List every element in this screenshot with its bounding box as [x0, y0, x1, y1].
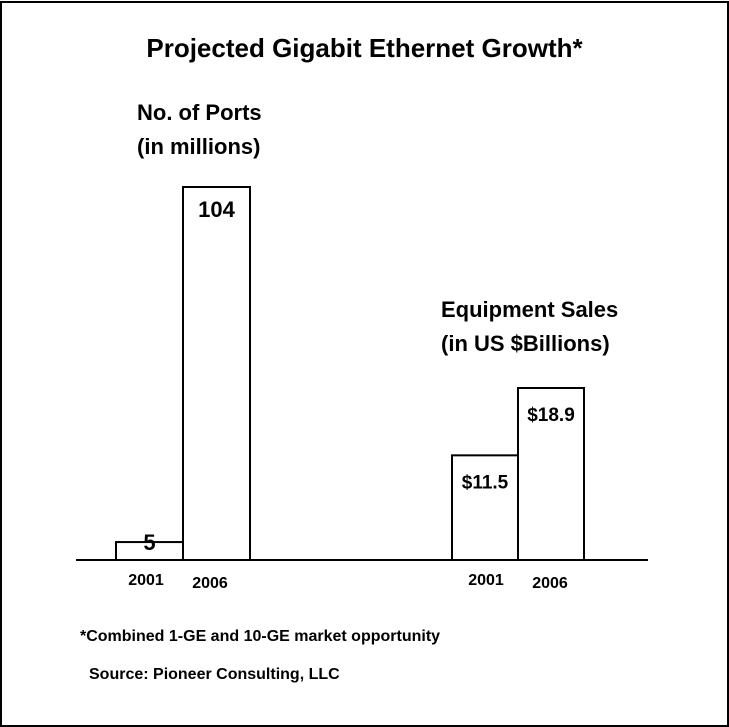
sales-group-label: Equipment Sales (in US $Billions)	[441, 293, 618, 361]
sales-value-label-2001: $11.5	[462, 472, 509, 493]
labels-layer: 5 2001 104 2006 $11.5 2001 $18.9 2006	[128, 197, 575, 592]
ports-bar-2006	[182, 186, 251, 561]
ports-label-line-2: (in millions)	[137, 134, 261, 159]
ports-group-label: No. of Ports (in millions)	[137, 96, 262, 164]
ports-label-line-1: No. of Ports	[137, 100, 262, 125]
sales-label-line-1: Equipment Sales	[441, 297, 619, 322]
footnote: *Combined 1-GE and 10-GE market opportun…	[80, 628, 441, 645]
sales-bar-2006	[517, 387, 585, 561]
ports-category-label-2001: 2001	[128, 572, 164, 589]
sales-label-line-2: (in US $Billions)	[441, 331, 610, 356]
sales-category-label-2006: 2006	[532, 575, 568, 592]
source-note: Source: Pioneer Consulting, LLC	[89, 666, 340, 683]
sales-bar-2001	[451, 454, 519, 561]
sales-category-label-2001: 2001	[468, 572, 504, 589]
ports-value-label-2006: 104	[198, 197, 235, 222]
sales-value-label-2006: $18.9	[527, 405, 575, 426]
bars-layer	[115, 186, 585, 562]
chart-title: Projected Gigabit Ethernet Growth*	[146, 33, 583, 63]
ports-category-label-2006: 2006	[192, 575, 228, 592]
ports-value-label-2001: 5	[143, 530, 155, 555]
